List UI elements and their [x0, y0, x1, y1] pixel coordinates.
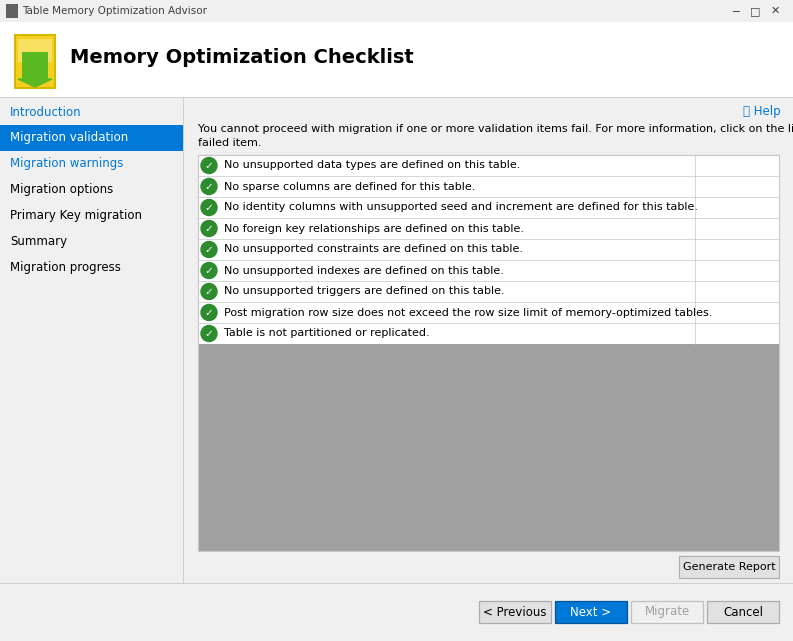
Text: ✓: ✓ — [205, 203, 213, 213]
Circle shape — [201, 178, 217, 194]
Bar — [184, 97, 793, 583]
Text: No unsupported constraints are defined on this table.: No unsupported constraints are defined o… — [224, 244, 523, 254]
Text: ✓: ✓ — [205, 308, 213, 318]
Text: ─: ─ — [732, 6, 738, 16]
Bar — [0, 583, 793, 641]
FancyBboxPatch shape — [707, 601, 779, 623]
Text: No foreign key relationships are defined on this table.: No foreign key relationships are defined… — [224, 224, 524, 233]
Circle shape — [201, 304, 217, 320]
Circle shape — [201, 242, 217, 258]
Text: You cannot proceed with migration if one or more validation items fail. For more: You cannot proceed with migration if one… — [198, 124, 793, 134]
Text: No identity columns with unsupported seed and increment are defined for this tab: No identity columns with unsupported see… — [224, 203, 698, 213]
Text: Migration warnings: Migration warnings — [10, 158, 124, 171]
Bar — [6, 4, 18, 18]
Circle shape — [201, 199, 217, 215]
Text: Migration options: Migration options — [10, 183, 113, 197]
Text: ✕: ✕ — [770, 6, 780, 16]
Text: No sparse columns are defined for this table.: No sparse columns are defined for this t… — [224, 181, 475, 192]
Bar — [183, 97, 184, 583]
Text: Generate Report: Generate Report — [683, 562, 776, 572]
Circle shape — [201, 283, 217, 299]
Circle shape — [201, 263, 217, 278]
Text: ✓: ✓ — [205, 245, 213, 255]
Bar — [0, 97, 793, 98]
Bar — [0, 0, 793, 22]
Circle shape — [201, 221, 217, 237]
Bar — [18, 39, 52, 62]
Text: Migrate: Migrate — [645, 606, 690, 619]
Bar — [198, 155, 779, 551]
Bar — [198, 155, 779, 344]
Text: ✓: ✓ — [205, 329, 213, 339]
Text: Next >: Next > — [570, 606, 611, 619]
Text: Table is not partitioned or replicated.: Table is not partitioned or replicated. — [224, 328, 430, 338]
Text: ✓: ✓ — [205, 182, 213, 192]
Text: < Previous: < Previous — [483, 606, 546, 619]
Text: Cancel: Cancel — [723, 606, 763, 619]
Bar — [16, 36, 54, 87]
FancyBboxPatch shape — [631, 601, 703, 623]
Circle shape — [201, 158, 217, 174]
Text: Memory Optimization Checklist: Memory Optimization Checklist — [70, 48, 414, 67]
Text: ✓: ✓ — [205, 224, 213, 234]
Text: No unsupported data types are defined on this table.: No unsupported data types are defined on… — [224, 160, 520, 171]
Text: ✓: ✓ — [205, 161, 213, 171]
Text: Summary: Summary — [10, 235, 67, 249]
Bar — [22, 52, 48, 79]
Text: No unsupported triggers are defined on this table.: No unsupported triggers are defined on t… — [224, 287, 504, 297]
Bar — [0, 125, 183, 151]
Text: □: □ — [749, 6, 760, 16]
Text: Primary Key migration: Primary Key migration — [10, 210, 142, 222]
Bar — [198, 344, 779, 551]
Text: Table Memory Optimization Advisor: Table Memory Optimization Advisor — [22, 6, 207, 16]
Text: ✓: ✓ — [205, 266, 213, 276]
Circle shape — [201, 326, 217, 342]
Text: ✓: ✓ — [205, 287, 213, 297]
Bar — [0, 22, 793, 97]
Text: No unsupported indexes are defined on this table.: No unsupported indexes are defined on th… — [224, 265, 504, 276]
Text: ⓘ Help: ⓘ Help — [743, 104, 781, 117]
FancyBboxPatch shape — [555, 601, 627, 623]
FancyBboxPatch shape — [679, 556, 779, 578]
FancyBboxPatch shape — [479, 601, 551, 623]
Bar — [0, 583, 793, 584]
Bar — [14, 34, 56, 89]
Text: failed item.: failed item. — [198, 138, 262, 148]
Text: Migration validation: Migration validation — [10, 131, 128, 144]
Text: Introduction: Introduction — [10, 106, 82, 119]
Bar — [0, 97, 183, 583]
Polygon shape — [18, 79, 52, 87]
Text: Post migration row size does not exceed the row size limit of memory-optimized t: Post migration row size does not exceed … — [224, 308, 712, 317]
Text: Migration progress: Migration progress — [10, 262, 121, 274]
